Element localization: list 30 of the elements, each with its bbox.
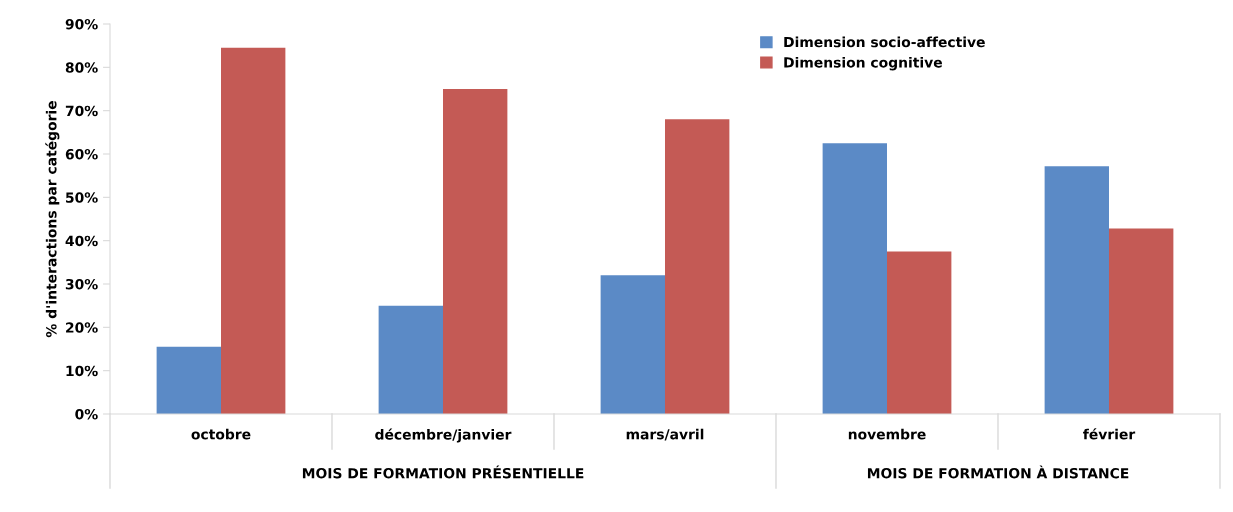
- y-tick-label: 50%: [66, 192, 98, 203]
- x-tick-label: février: [1083, 428, 1136, 440]
- y-tick-label: 70%: [65, 105, 98, 117]
- bar: [1044, 166, 1109, 414]
- bar: [665, 119, 730, 414]
- bar: [221, 47, 286, 414]
- bar: [600, 275, 665, 414]
- y-tick-label: 0%: [75, 408, 98, 420]
- x-tick-label: mars/avril: [626, 428, 704, 441]
- bar: [1109, 228, 1174, 414]
- x-tick-label: octobre: [191, 428, 251, 440]
- legend-label: Dimension cognitive: [784, 56, 942, 71]
- y-tick-label: 20%: [66, 322, 98, 333]
- y-tick-label: 80%: [65, 62, 98, 73]
- y-tick-label: 40%: [65, 235, 98, 247]
- text: MOIS DE FORMATION À DISTANCE: [867, 465, 1129, 479]
- y-tick-label: 10%: [66, 365, 98, 377]
- y-axis-title: % d'interactions par catégorie: [45, 101, 60, 338]
- bar: [156, 346, 221, 414]
- y-tick-label: 30%: [65, 278, 98, 290]
- text: MOIS DE FORMATION PRÉSENTIELLE: [302, 465, 584, 479]
- bar: [378, 305, 443, 414]
- bar: [443, 89, 508, 414]
- x-tick-label: novembre: [848, 428, 926, 440]
- bar: [887, 251, 952, 414]
- y-tick-label: 60%: [65, 148, 98, 160]
- y-tick-label: 90%: [65, 18, 98, 30]
- legend-label: Dimension socio-affective: [784, 36, 985, 48]
- x-tick-label: décembre/janvier: [375, 428, 512, 443]
- bar: [822, 143, 887, 414]
